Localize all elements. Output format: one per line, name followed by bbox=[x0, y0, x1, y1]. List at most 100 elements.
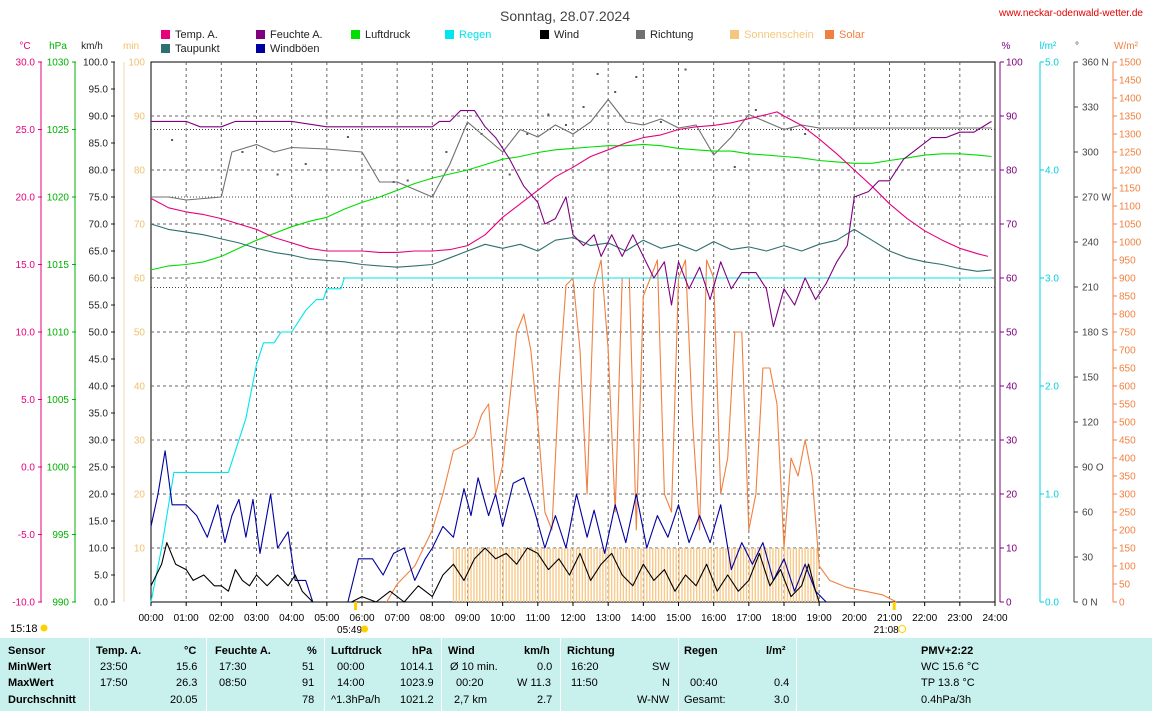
axis-tick-label: 0.0 bbox=[1045, 598, 1059, 609]
legend-swatch bbox=[730, 30, 739, 39]
axis-tick-label: 10 bbox=[1006, 544, 1018, 555]
axis-tick-label: 300 bbox=[1119, 490, 1136, 501]
x-tick-label: 02:00 bbox=[209, 613, 234, 624]
x-tick-label: 20:00 bbox=[842, 613, 867, 624]
direction-max-time: 11:50 bbox=[571, 677, 598, 689]
axis-tick-label: 750 bbox=[1119, 328, 1136, 339]
humidity-avg-value: 78 bbox=[302, 694, 315, 706]
x-tick-label: 24:00 bbox=[982, 613, 1007, 624]
website-link[interactable]: www.neckar-odenwald-wetter.de bbox=[998, 8, 1143, 19]
axis-tick-label: 35.0 bbox=[89, 409, 109, 420]
legend-swatch bbox=[161, 30, 170, 39]
direction-dot bbox=[614, 91, 617, 93]
x-tick-label: 15:00 bbox=[666, 613, 691, 624]
max-row-label: MaxWert bbox=[8, 677, 54, 689]
temp-header: Temp. A. bbox=[96, 645, 142, 657]
legend-label: Feuchte A. bbox=[270, 29, 323, 41]
windchill-value: WC 15.6 °C bbox=[921, 661, 980, 673]
axis-tick-label: 1020 bbox=[47, 193, 70, 204]
sunset-marker bbox=[892, 602, 896, 610]
series-wind bbox=[150, 542, 820, 603]
axis-tick-label: 30 bbox=[1082, 553, 1094, 564]
axis-tick-label: 60.0 bbox=[89, 274, 109, 285]
axis-tick-label: 100 bbox=[1006, 58, 1023, 69]
legend-label: Luftdruck bbox=[365, 29, 411, 41]
legend-label: Sonnenschein bbox=[744, 29, 814, 41]
wind-avg-period: Ø 10 min. bbox=[450, 661, 498, 673]
series-feuchte-a bbox=[151, 110, 992, 328]
axis-tick-label: 1000 bbox=[1119, 238, 1142, 249]
direction-dot bbox=[582, 106, 585, 108]
legend-swatch bbox=[161, 44, 170, 53]
axis-unit-label: ° bbox=[1075, 41, 1079, 52]
direction-dot bbox=[304, 163, 307, 165]
x-tick-label: 06:00 bbox=[349, 613, 374, 624]
x-tick-label: 14:00 bbox=[631, 613, 656, 624]
axis-unit-label: °C bbox=[19, 41, 30, 52]
x-tick-label: 09:00 bbox=[455, 613, 480, 624]
axis-tick-label: 15.0 bbox=[89, 517, 109, 528]
direction-dot bbox=[804, 133, 807, 135]
axis-tick-label: 55.0 bbox=[89, 301, 109, 312]
axis-tick-label: 1025 bbox=[47, 125, 70, 136]
axis-tick-label: 50 bbox=[134, 328, 146, 339]
humidity-unit: % bbox=[307, 645, 317, 657]
x-tick-label: 11:00 bbox=[526, 613, 551, 624]
wind-unit: km/h bbox=[524, 645, 550, 657]
axis-tick-label: 80.0 bbox=[89, 166, 109, 177]
rain-max-time: 00:40 bbox=[690, 677, 718, 689]
axis-tick-label: 1200 bbox=[1119, 166, 1142, 177]
x-tick-label: 07:00 bbox=[385, 613, 410, 624]
legend-label: Richtung bbox=[650, 29, 693, 41]
axis-tick-label: 1.0 bbox=[1045, 490, 1059, 501]
legend-label: Temp. A. bbox=[175, 29, 218, 41]
sunset-label: 21:08 bbox=[874, 625, 899, 636]
pressure-unit: hPa bbox=[412, 645, 433, 657]
axis-tick-label: 80 bbox=[134, 166, 146, 177]
axis-tick-label: 550 bbox=[1119, 400, 1136, 411]
current-time-label: 15:18 bbox=[10, 623, 38, 635]
axis-tick-label: 1350 bbox=[1119, 112, 1142, 123]
axis-tick-label: 90 bbox=[134, 112, 146, 123]
axis-tick-label: 25.0 bbox=[16, 125, 36, 136]
legend-swatch bbox=[825, 30, 834, 39]
axis-tick-label: 90 O bbox=[1082, 463, 1104, 474]
direction-min-time: 16:20 bbox=[571, 661, 599, 673]
series-richtung bbox=[151, 98, 992, 201]
axis-tick-label: 90.0 bbox=[89, 112, 109, 123]
axis-tick-label: 210 bbox=[1082, 283, 1099, 294]
axis-tick-label: 2.0 bbox=[1045, 382, 1059, 393]
axis-tick-label: 70 bbox=[1006, 220, 1018, 231]
axis-tick-label: 200 bbox=[1119, 526, 1136, 537]
axis-tick-label: 65.0 bbox=[89, 247, 109, 258]
axis-tick-label: 850 bbox=[1119, 292, 1136, 303]
x-tick-label: 08:00 bbox=[420, 613, 445, 624]
pressure-min-time: 00:00 bbox=[337, 661, 365, 673]
statistics-table: Sensor MinWert MaxWert Durchschnitt Temp… bbox=[0, 638, 1152, 711]
axis-tick-label: 5.0 bbox=[1045, 58, 1059, 69]
axis-tick-label: 300 bbox=[1082, 148, 1099, 159]
x-tick-label: 05:00 bbox=[314, 613, 339, 624]
direction-dot bbox=[564, 124, 567, 126]
rain-header: Regen bbox=[684, 645, 718, 657]
legend-swatch bbox=[351, 30, 360, 39]
axis-tick-label: 1005 bbox=[47, 395, 70, 406]
axis-tick-label: 1500 bbox=[1119, 58, 1142, 69]
direction-dot bbox=[406, 179, 409, 182]
axis-tick-label: 50.0 bbox=[89, 328, 109, 339]
axis-tick-label: 80 bbox=[1006, 166, 1018, 177]
axis-tick-label: 50 bbox=[1119, 580, 1131, 591]
axis-tick-label: 400 bbox=[1119, 454, 1136, 465]
x-axis: 00:00 01:00 02:00 03:00 04:00 05:00 06:00 07:00… bbox=[10, 602, 1008, 636]
moon-icon bbox=[898, 625, 907, 633]
axis-tick-label: 40.0 bbox=[89, 382, 109, 393]
rain-total-value: 3.0 bbox=[774, 694, 790, 706]
direction-header: Richtung bbox=[567, 645, 615, 657]
legend-swatch bbox=[540, 30, 549, 39]
axis-tick-label: 1000 bbox=[47, 463, 70, 474]
chart-axes: 30.025.020.015.010.05.00.0-5.0-10.010301… bbox=[12, 58, 1141, 609]
humidity-max-time: 08:50 bbox=[219, 677, 247, 689]
direction-dot bbox=[508, 173, 511, 176]
sun-icon bbox=[40, 624, 48, 632]
axis-tick-label: 0 N bbox=[1082, 598, 1098, 609]
